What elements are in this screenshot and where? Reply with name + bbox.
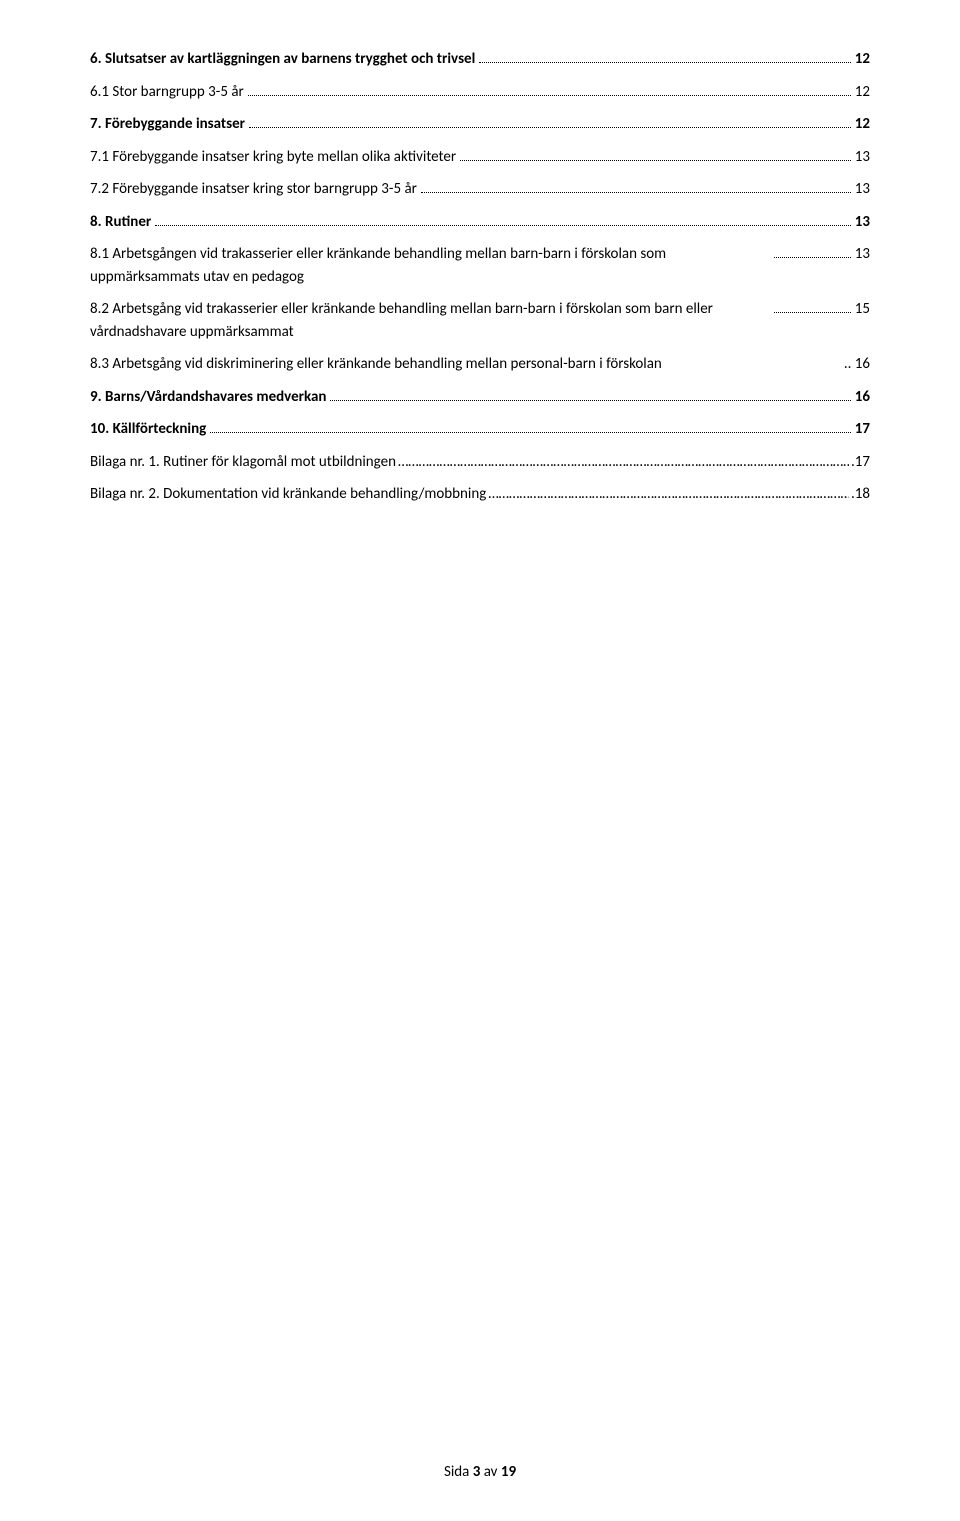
page: 6. Slutsatser av kartläggningen av barne… (0, 0, 960, 1521)
toc-leader (479, 53, 850, 64)
toc-entry: 9. Barns/Vårdandshavares medverkan 16 (90, 386, 870, 409)
toc-leader-ellipsis: …………………………………………………………………………………………………………… (488, 483, 849, 506)
toc-leader (421, 183, 851, 194)
toc-page: 15 (855, 298, 870, 321)
footer-middle: av (480, 1463, 501, 1481)
toc-entry: 8.3 Arbetsgång vid diskriminering eller … (90, 353, 870, 376)
toc-leader (774, 303, 851, 314)
toc-page: .. 16 (844, 353, 870, 376)
toc-leader (210, 423, 851, 434)
toc-leader-ellipsis: …………………………………………………………………………………………………………… (398, 451, 849, 474)
toc-page: 12 (855, 81, 870, 104)
toc-entry: 8.1 Arbetsgången vid trakasserier eller … (90, 243, 870, 288)
toc-leader (774, 248, 851, 259)
toc-text: 6. Slutsatser av kartläggningen av barne… (90, 48, 475, 71)
footer-total: 19 (501, 1463, 516, 1481)
toc-page: .18 (851, 483, 870, 506)
toc-entry: 8. Rutiner 13 (90, 211, 870, 234)
toc-text: 8.2 Arbetsgång vid trakasserier eller kr… (90, 298, 770, 343)
footer-prefix: Sida (444, 1463, 473, 1481)
toc-page: 12 (855, 113, 870, 136)
toc-text: 8.3 Arbetsgång vid diskriminering eller … (90, 353, 662, 376)
toc-page: 13 (855, 243, 870, 266)
toc-text: 7.1 Förebyggande insatser kring byte mel… (90, 146, 456, 169)
toc-entry: Bilaga nr. 2. Dokumentation vid kränkand… (90, 483, 870, 506)
toc-entry: 7.2 Förebyggande insatser kring stor bar… (90, 178, 870, 201)
toc-leader (248, 85, 851, 96)
toc-entry: 6.1 Stor barngrupp 3-5 år 12 (90, 81, 870, 104)
toc-text: 10. Källförteckning (90, 418, 206, 441)
toc-text: Bilaga nr. 2. Dokumentation vid kränkand… (90, 483, 486, 506)
toc-page: 12 (855, 48, 870, 71)
toc-leader (460, 150, 851, 161)
toc-entry: 10. Källförteckning 17 (90, 418, 870, 441)
toc-text: 7. Förebyggande insatser (90, 113, 245, 136)
toc-entry: 6. Slutsatser av kartläggningen av barne… (90, 48, 870, 71)
toc-text: 8. Rutiner (90, 211, 151, 234)
toc-text: 8.1 Arbetsgången vid trakasserier eller … (90, 243, 770, 288)
toc-page: 17 (855, 418, 870, 441)
toc-text: 7.2 Förebyggande insatser kring stor bar… (90, 178, 417, 201)
toc-entry: 8.2 Arbetsgång vid trakasserier eller kr… (90, 298, 870, 343)
toc-text: Bilaga nr. 1. Rutiner för klagomål mot u… (90, 451, 396, 474)
toc-leader (249, 118, 851, 129)
table-of-contents: 6. Slutsatser av kartläggningen av barne… (90, 48, 870, 506)
toc-text: 9. Barns/Vårdandshavares medverkan (90, 386, 326, 409)
toc-entry: 7. Förebyggande insatser 12 (90, 113, 870, 136)
toc-text: 6.1 Stor barngrupp 3-5 år (90, 81, 244, 104)
toc-entry: Bilaga nr. 1. Rutiner för klagomål mot u… (90, 451, 870, 474)
toc-page: 13 (855, 211, 870, 234)
page-footer: Sida 3 av 19 (0, 1463, 960, 1481)
toc-leader (666, 358, 840, 369)
toc-page: 13 (855, 178, 870, 201)
toc-leader (155, 215, 851, 226)
toc-page: 16 (855, 386, 870, 409)
toc-page: 13 (855, 146, 870, 169)
toc-page: .17 (851, 451, 870, 474)
toc-leader (330, 390, 850, 401)
toc-entry: 7.1 Förebyggande insatser kring byte mel… (90, 146, 870, 169)
